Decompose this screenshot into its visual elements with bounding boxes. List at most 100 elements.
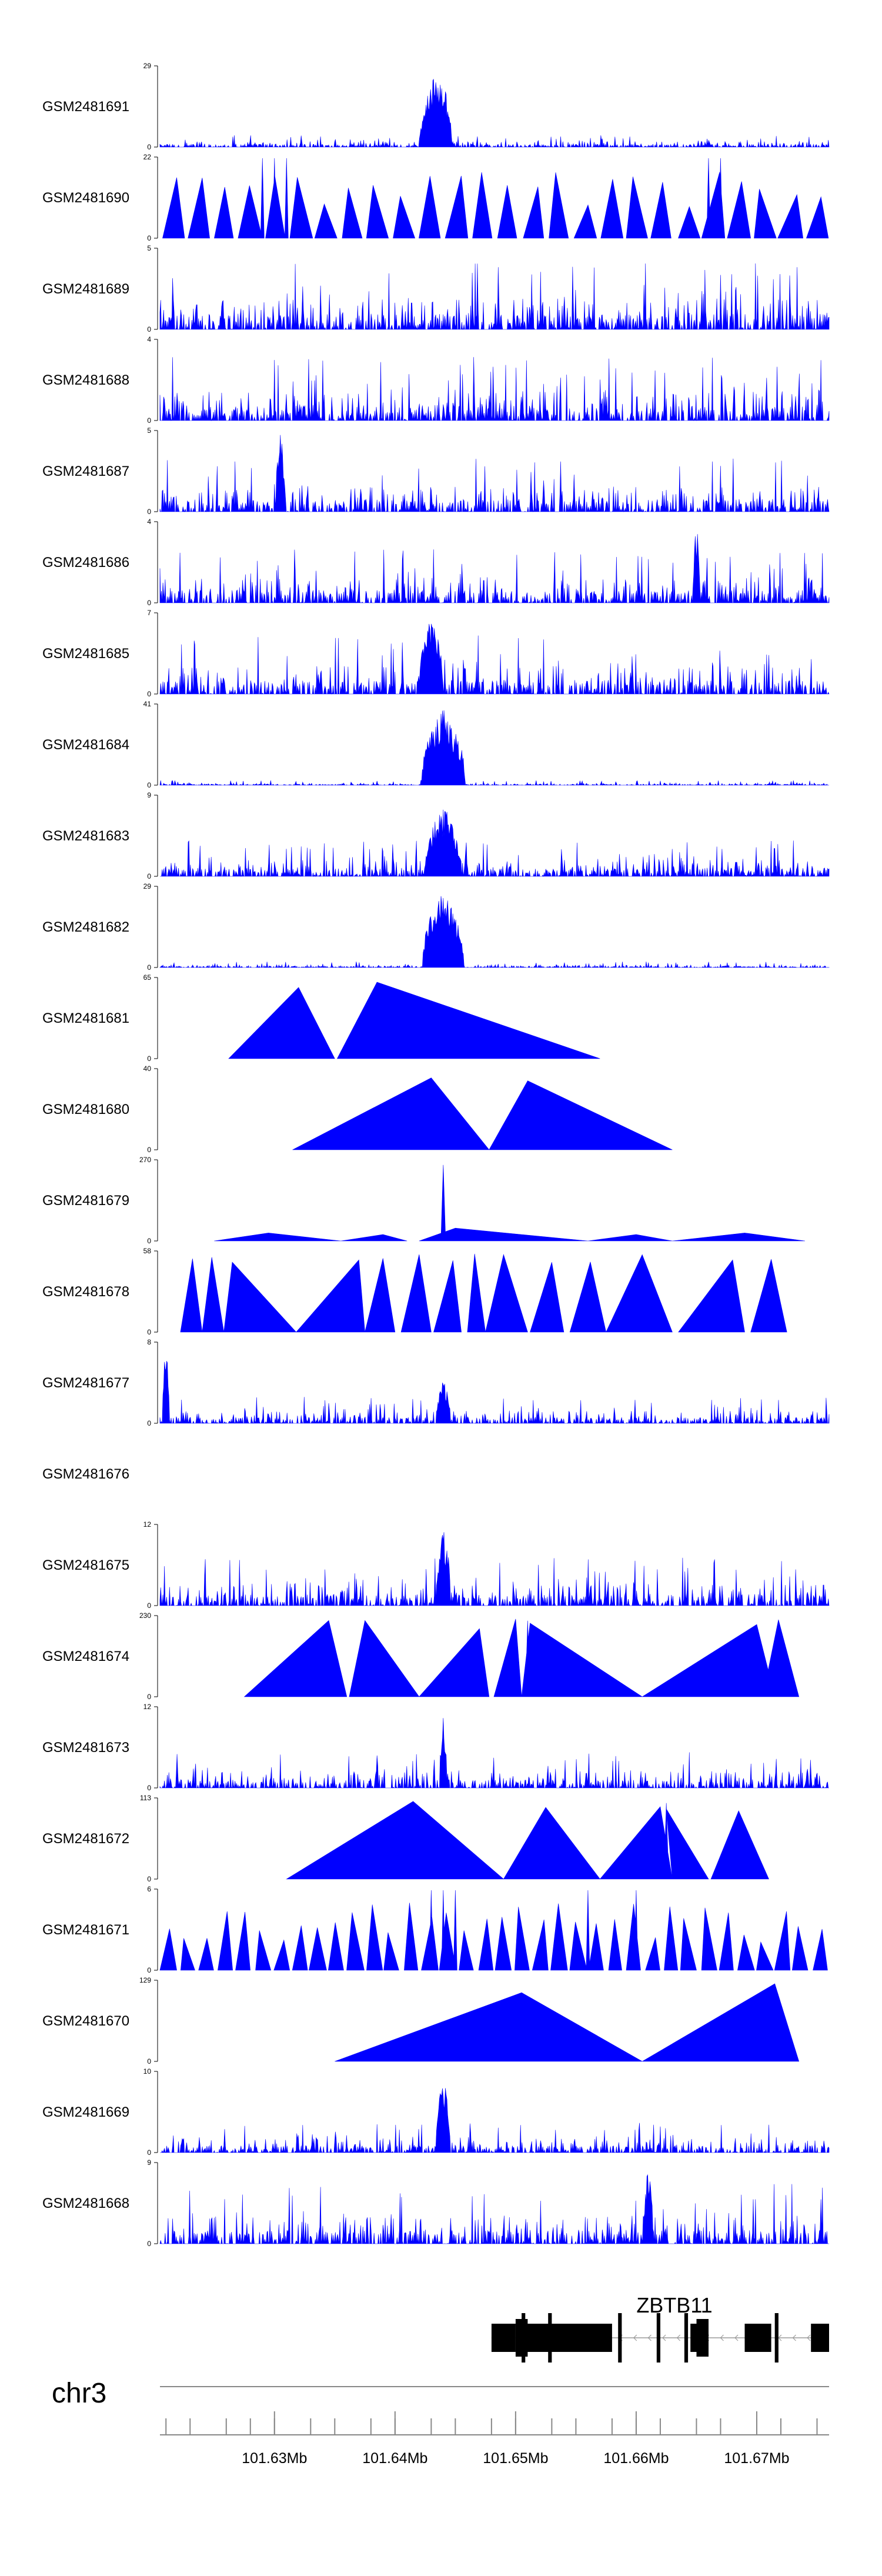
y-max-label: 40 bbox=[143, 1065, 152, 1073]
track-gsm2481678: GSM2481678 58 0 bbox=[42, 1247, 787, 1336]
gene-exon bbox=[774, 2313, 779, 2363]
y-min-label: 0 bbox=[147, 416, 151, 425]
coverage-area bbox=[159, 435, 830, 513]
sample-label: GSM2481677 bbox=[42, 1375, 129, 1391]
track-gsm2481688: GSM2481688 4 0 bbox=[42, 335, 830, 425]
sample-label: GSM2481680 bbox=[42, 1102, 129, 1117]
sample-label: GSM2481676 bbox=[42, 1466, 129, 1482]
track-gsm2481671: GSM2481671 6 0 bbox=[42, 1885, 828, 1974]
y-max-label: 12 bbox=[143, 1520, 152, 1529]
y-min-label: 0 bbox=[147, 2148, 151, 2157]
track-gsm2481691: GSM2481691 29 0 bbox=[42, 62, 830, 151]
gene-exon bbox=[684, 2313, 689, 2363]
y-min-label: 0 bbox=[147, 872, 151, 880]
gene-utr bbox=[515, 2319, 528, 2357]
y-max-label: 4 bbox=[147, 518, 151, 526]
sample-label: GSM2481669 bbox=[42, 2104, 129, 2120]
coverage-area bbox=[159, 1890, 828, 1971]
track-gsm2481680: GSM2481680 40 0 bbox=[42, 1065, 673, 1154]
strand-arrow bbox=[734, 2334, 739, 2341]
sample-label: GSM2481690 bbox=[42, 190, 129, 206]
y-max-label: 65 bbox=[143, 973, 152, 982]
y-min-label: 0 bbox=[147, 1237, 151, 1245]
coverage-area bbox=[286, 1801, 769, 1880]
track-gsm2481684: GSM2481684 41 0 bbox=[42, 700, 829, 789]
track-gsm2481683: GSM2481683 9 0 bbox=[42, 791, 830, 880]
coverage-area bbox=[162, 158, 829, 239]
coverage-area bbox=[160, 809, 830, 877]
y-min-label: 0 bbox=[147, 1784, 151, 1792]
sample-label: GSM2481686 bbox=[42, 555, 129, 570]
strand-arrow bbox=[807, 2334, 811, 2341]
sample-label: GSM2481675 bbox=[42, 1557, 129, 1573]
track-gsm2481669: GSM2481669 10 0 bbox=[42, 2067, 830, 2157]
y-min-label: 0 bbox=[147, 1419, 151, 1427]
strand-arrow bbox=[720, 2334, 724, 2341]
y-min-label: 0 bbox=[147, 508, 151, 516]
sample-label: GSM2481682 bbox=[42, 919, 129, 935]
y-max-label: 6 bbox=[147, 1885, 151, 1893]
y-min-label: 0 bbox=[147, 2057, 151, 2066]
track-gsm2481685: GSM2481685 7 0 bbox=[42, 609, 830, 698]
y-max-label: 7 bbox=[147, 609, 151, 617]
axis-tick-label: 101.67Mb bbox=[724, 2450, 789, 2467]
track-gsm2481672: GSM2481672 113 0 bbox=[42, 1794, 769, 1883]
y-max-label: 10 bbox=[143, 2067, 152, 2076]
coverage-area bbox=[159, 1532, 830, 1607]
y-max-label: 113 bbox=[140, 1794, 151, 1802]
track-gsm2481668: GSM2481668 9 0 bbox=[42, 2158, 829, 2248]
coverage-area bbox=[228, 982, 600, 1059]
y-max-label: 41 bbox=[143, 700, 152, 708]
sample-label: GSM2481683 bbox=[42, 828, 129, 844]
axis-tick-label: 101.63Mb bbox=[242, 2450, 307, 2467]
coverage-area bbox=[243, 1619, 800, 1697]
sample-label: GSM2481672 bbox=[42, 1831, 129, 1847]
track-gsm2481673: GSM2481673 12 0 bbox=[42, 1703, 829, 1792]
y-max-label: 4 bbox=[147, 335, 151, 343]
coverage-area bbox=[159, 534, 830, 604]
strand-arrow bbox=[676, 2334, 681, 2341]
y-min-label: 0 bbox=[147, 1328, 151, 1336]
coverage-area bbox=[159, 79, 830, 148]
sample-label: GSM2481689 bbox=[42, 281, 129, 297]
y-min-label: 0 bbox=[147, 143, 151, 151]
coverage-area bbox=[292, 1077, 673, 1150]
sample-label: GSM2481688 bbox=[42, 372, 129, 388]
y-min-label: 0 bbox=[147, 963, 151, 972]
sample-label: GSM2481668 bbox=[42, 2195, 129, 2211]
y-min-label: 0 bbox=[147, 1146, 151, 1154]
y-min-label: 0 bbox=[147, 690, 151, 698]
y-min-label: 0 bbox=[147, 1966, 151, 1974]
track-gsm2481674: GSM2481674 230 0 bbox=[42, 1611, 800, 1701]
coverage-area bbox=[159, 1361, 830, 1424]
track-gsm2481677: GSM2481677 8 0 bbox=[42, 1338, 830, 1427]
gene-track-zbtb11: ZBTB11 bbox=[491, 2293, 829, 2363]
y-max-label: 58 bbox=[143, 1247, 152, 1255]
track-gsm2481687: GSM2481687 5 0 bbox=[42, 426, 830, 516]
y-max-label: 22 bbox=[143, 153, 152, 161]
y-min-label: 0 bbox=[147, 234, 151, 242]
gene-exon bbox=[744, 2324, 771, 2352]
y-min-label: 0 bbox=[147, 781, 151, 789]
gene-utr bbox=[696, 2319, 709, 2357]
sample-label: GSM2481685 bbox=[42, 646, 129, 662]
coverage-area bbox=[159, 1718, 829, 1789]
gene-exon bbox=[811, 2324, 829, 2352]
gene-exon bbox=[548, 2313, 552, 2363]
sample-label: GSM2481684 bbox=[42, 737, 129, 753]
track-gsm2481676: GSM2481676 bbox=[42, 1466, 129, 1482]
strand-arrow bbox=[792, 2334, 796, 2341]
gene-exon bbox=[515, 2324, 612, 2352]
coverage-area bbox=[160, 2088, 830, 2154]
strand-arrow bbox=[647, 2334, 652, 2341]
strand-arrow bbox=[662, 2334, 666, 2341]
sample-label: GSM2481681 bbox=[42, 1010, 129, 1026]
track-gsm2481679: GSM2481679 270 0 bbox=[42, 1156, 806, 1245]
chromosome-label: chr3 bbox=[52, 2378, 106, 2409]
track-gsm2481686: GSM2481686 4 0 bbox=[42, 518, 830, 607]
track-gsm2481690: GSM2481690 22 0 bbox=[42, 153, 829, 242]
coverage-area bbox=[214, 1164, 806, 1242]
y-max-label: 5 bbox=[147, 244, 151, 252]
track-gsm2481689: GSM2481689 5 0 bbox=[42, 244, 830, 333]
